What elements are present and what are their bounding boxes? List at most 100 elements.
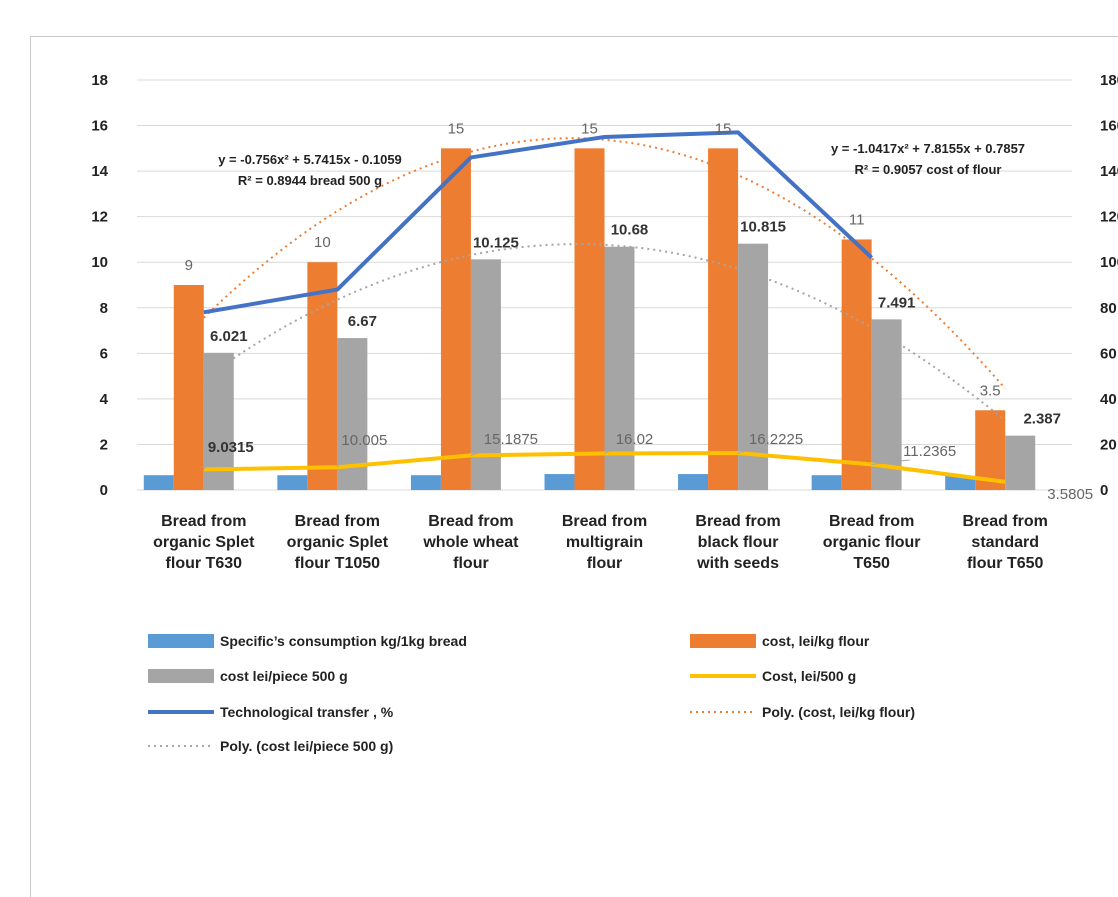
leader-line	[470, 447, 492, 456]
category-label-line: Bread from	[428, 513, 513, 530]
data-label-cost-flour: 10	[314, 234, 331, 251]
legend-swatch	[148, 669, 214, 683]
bar	[574, 148, 605, 491]
legend-label: Poly. (cost lei/piece 500 g)	[220, 738, 393, 754]
category-label-line: Bread from	[562, 513, 647, 530]
category-label-line: Bread from	[161, 513, 246, 530]
data-label-cost-500g: 15.1875	[484, 431, 538, 448]
data-label-cost-flour: 15	[581, 120, 598, 137]
data-label-cost-piece: 10.815	[740, 219, 786, 236]
leader-line	[737, 447, 757, 454]
y2-tick-label: 100	[1100, 254, 1118, 271]
bar	[440, 148, 471, 491]
category-label-line: organic Splet	[153, 534, 255, 551]
y-tick-label: 4	[100, 391, 109, 408]
y-tick-label: 16	[91, 118, 108, 135]
category-label-line: T650	[853, 555, 890, 572]
data-label-cost-piece: 6.021	[210, 328, 248, 345]
data-label-cost-flour: 9	[185, 257, 193, 274]
y-tick-label: 8	[100, 300, 108, 317]
bar	[277, 475, 308, 490]
category-label-line: whole wheat	[422, 534, 519, 551]
category-label-line: flour	[453, 555, 489, 572]
y2-tick-label: 20	[1100, 436, 1117, 453]
y2-tick-label: 120	[1100, 209, 1118, 226]
category-label: Bread from whole wheat flour	[422, 513, 519, 572]
category-label-line: flour T630	[166, 555, 243, 572]
trendline-equation: y = -0.756x² + 5.7415x - 0.1059	[218, 152, 402, 167]
y-tick-label: 18	[91, 72, 108, 89]
data-label-cost-flour: 3.5	[980, 382, 1001, 399]
category-label: Bread from standard flour T650	[963, 513, 1048, 572]
data-label-cost-flour: 15	[448, 120, 465, 137]
data-label-cost-flour: 15	[715, 120, 732, 137]
data-label-cost-piece: 2.387	[1023, 411, 1061, 428]
bar	[410, 475, 441, 490]
trendline-equation: R² = 0.9057 cost of flour	[854, 162, 1001, 177]
data-label-cost-500g: 9.0315	[208, 439, 254, 456]
y2-tick-label: 180	[1100, 72, 1118, 89]
trendline-equation: R² = 0.8944 bread 500 g	[238, 173, 382, 188]
leader-line	[871, 459, 910, 465]
data-label-cost-piece: 10.68	[611, 222, 649, 239]
y-tick-label: 0	[100, 482, 108, 499]
legend-label: Cost, lei/500 g	[762, 668, 856, 684]
category-label: Bread from organic Splet flour T1050	[287, 513, 389, 572]
category-label-line: organic flour	[823, 534, 921, 551]
legend-swatch	[690, 634, 756, 648]
bar	[945, 475, 976, 490]
category-label-line: standard	[971, 534, 1039, 551]
leader-line	[604, 447, 615, 454]
category-label: Bread from multigrain flour	[562, 513, 647, 572]
category-label-line: Bread from	[695, 513, 780, 530]
y2-tick-label: 0	[1100, 482, 1108, 499]
data-label-cost-500g: 11.2365	[903, 443, 956, 460]
y2-tick-label: 60	[1100, 345, 1117, 362]
data-label-cost-500g: 16.2225	[749, 431, 803, 448]
legend-label: Specific’s consumption kg/1kg bread	[220, 633, 467, 649]
category-label-line: Bread from	[963, 513, 1048, 530]
bar	[544, 474, 575, 490]
legend-label: cost, lei/kg flour	[762, 633, 870, 649]
category-label-line: flour T1050	[295, 555, 380, 572]
leader-line	[336, 448, 345, 468]
legend-swatch	[148, 634, 214, 648]
y-tick-label: 6	[100, 345, 108, 362]
data-label-cost-500g: 3.5805	[1047, 486, 1093, 503]
data-label-cost-piece: 7.491	[878, 294, 916, 311]
category-label-line: with seeds	[696, 555, 779, 572]
legend-label: Technological transfer , %	[220, 704, 394, 720]
legend-label: Poly. (cost, lei/kg flour)	[762, 704, 915, 720]
data-label-cost-piece: 6.67	[348, 313, 377, 330]
y2-tick-label: 80	[1100, 300, 1117, 317]
y-tick-label: 12	[91, 209, 108, 226]
leader-line	[203, 455, 212, 470]
y-tick-label: 10	[91, 254, 108, 271]
bar	[841, 239, 872, 490]
bar	[143, 475, 174, 490]
bar	[708, 148, 739, 491]
y2-tick-label: 160	[1100, 118, 1118, 135]
data-label-cost-500g: 16.02	[616, 431, 654, 448]
legend-label: cost lei/piece 500 g	[220, 668, 348, 684]
trendline-equation: y = -1.0417x² + 7.8155x + 0.7857	[831, 141, 1025, 156]
category-label-line: flour	[587, 555, 623, 572]
category-label-line: organic Splet	[287, 534, 389, 551]
category-label: Bread from organic flour T650	[823, 513, 921, 572]
bar	[678, 474, 709, 490]
bar	[470, 259, 501, 490]
bar	[1005, 435, 1036, 490]
data-label-cost-piece: 10.125	[473, 234, 519, 251]
category-label: Bread from black flour with seeds	[695, 513, 780, 572]
line-technological-transfer	[203, 130, 874, 315]
y-tick-label: 2	[100, 436, 108, 453]
category-label: Bread from organic Splet flour T630	[153, 513, 255, 572]
category-label-line: Bread from	[829, 513, 914, 530]
data-label-cost-flour: 11	[849, 211, 865, 228]
bar	[604, 246, 635, 490]
bar	[811, 475, 842, 490]
y2-tick-label: 40	[1100, 391, 1117, 408]
data-label-cost-500g: 10.005	[341, 432, 387, 449]
y2-tick-label: 140	[1100, 163, 1118, 180]
bar	[173, 285, 204, 490]
